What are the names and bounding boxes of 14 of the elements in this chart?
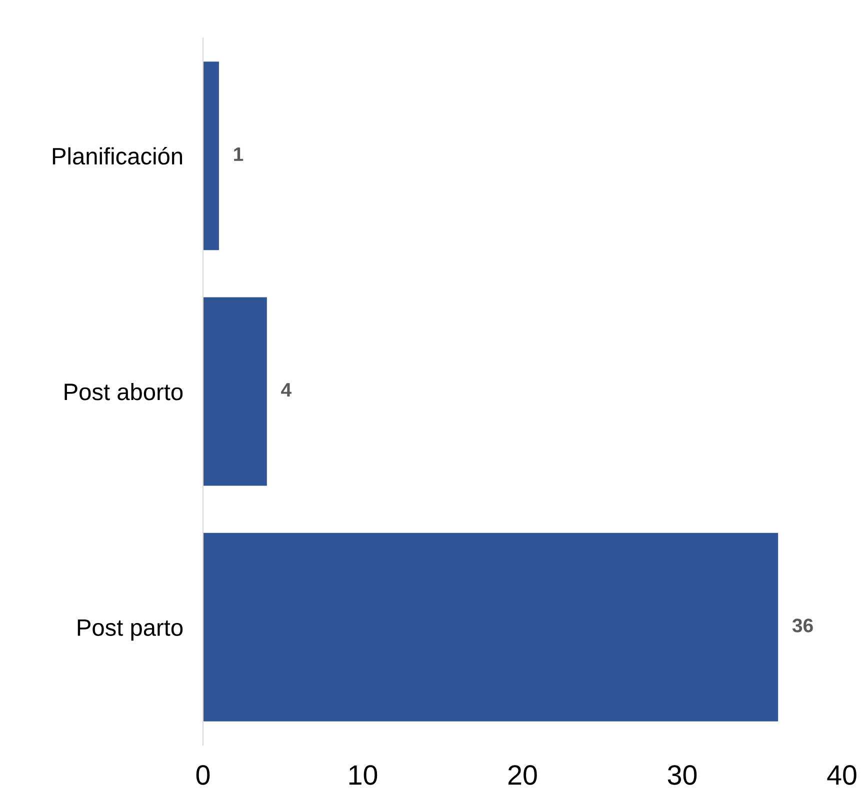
y-tick-label: Planificación (52, 147, 182, 165)
y-tick-label: Post aborto (64, 382, 183, 400)
bar (203, 297, 267, 486)
bar (203, 532, 778, 722)
data-label: 1 (234, 147, 244, 161)
x-tick-label: 20 (508, 765, 537, 785)
bar (203, 62, 219, 250)
data-label: 36 (792, 618, 813, 632)
y-tick-label: Post parto (78, 619, 183, 641)
x-tick-label: 40 (827, 765, 856, 785)
data-label: 4 (281, 383, 292, 397)
x-tick-label: 0 (196, 765, 210, 785)
x-tick-label: 30 (668, 765, 697, 785)
x-tick-label: 10 (349, 765, 378, 785)
